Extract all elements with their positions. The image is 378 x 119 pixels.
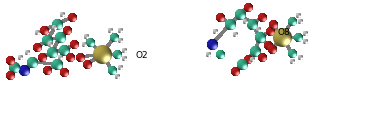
Text: O8: O8 [278, 28, 291, 37]
Text: O2: O2 [135, 51, 148, 60]
